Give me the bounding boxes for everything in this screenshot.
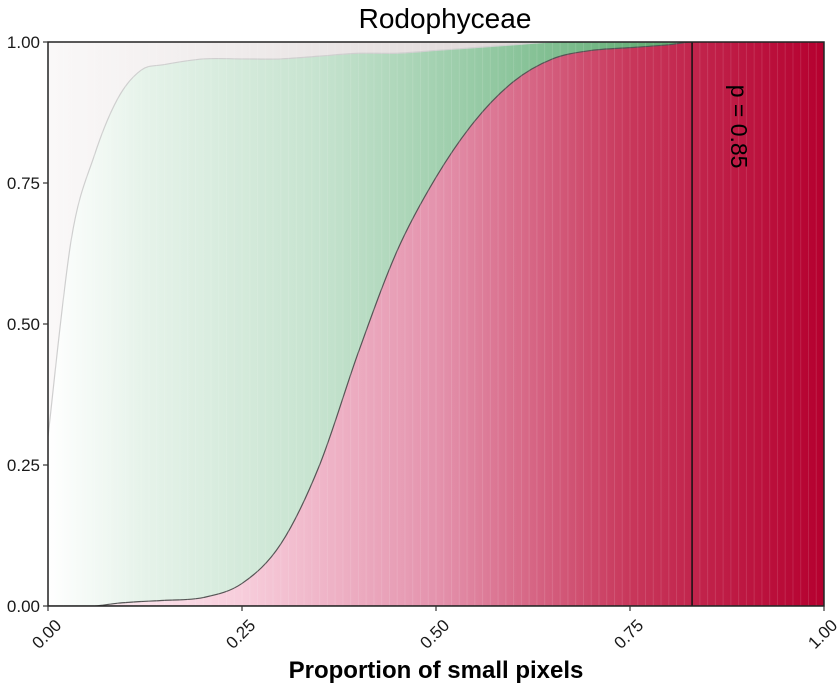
- x-tick-label: 0.25: [222, 616, 259, 653]
- y-axis: 0.00 0.25 0.50 0.75 1.00: [7, 33, 48, 616]
- x-tick-label: 1.00: [804, 616, 838, 653]
- x-tick-label: 0.00: [28, 616, 65, 653]
- y-tick-label: 0.25: [7, 456, 40, 475]
- y-tick-label: 0.50: [7, 315, 40, 334]
- series-red-area: [48, 42, 824, 606]
- x-tick-label: 0.75: [610, 616, 647, 653]
- y-tick-label: 1.00: [7, 33, 40, 52]
- y-tick-label: 0.75: [7, 174, 40, 193]
- y-tick-label: 0.00: [7, 597, 40, 616]
- chart-title: Rodophyceae: [359, 3, 532, 34]
- x-tick-label: 0.50: [416, 616, 453, 653]
- gradient-stripes: [55, 42, 817, 606]
- x-axis-label: Proportion of small pixels: [289, 657, 584, 684]
- x-axis: 0.00 0.25 0.50 0.75 1.00: [28, 606, 838, 653]
- p-value-annotation: p = 0.85: [726, 85, 752, 169]
- plot-area: [48, 42, 824, 606]
